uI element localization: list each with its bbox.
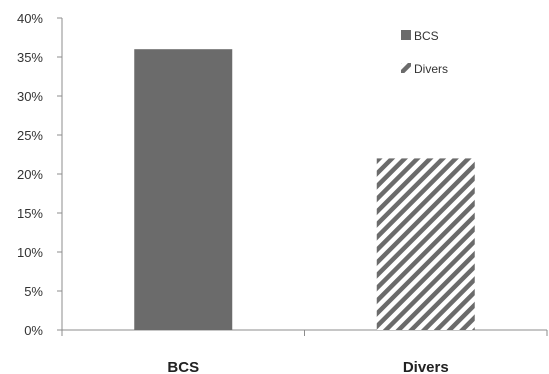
y-tick-label: 5% [24,284,43,299]
legend-label: BCS [414,29,439,43]
legend-swatch-bcs [401,30,411,40]
legend-label: Divers [414,62,448,76]
legend-swatch-divers [401,63,411,73]
y-tick-label: 10% [17,245,43,260]
y-tick-label: 0% [24,323,43,338]
bar-bcs [134,49,233,330]
x-category-label: Divers [403,359,449,374]
bar-divers [376,158,475,330]
y-tick-label: 40% [17,11,43,26]
y-tick-label: 20% [17,167,43,182]
axes: 0% 5% 10% 15% 20% 25% 30% 35% 40% BCS Divers [17,11,548,374]
legend: BCS Divers [401,29,448,76]
x-category-label: BCS [167,359,199,374]
y-tick-label: 35% [17,50,43,65]
y-tick-label: 15% [17,206,43,221]
bars [134,49,475,330]
y-tick-label: 25% [17,128,43,143]
y-tick-label: 30% [17,89,43,104]
